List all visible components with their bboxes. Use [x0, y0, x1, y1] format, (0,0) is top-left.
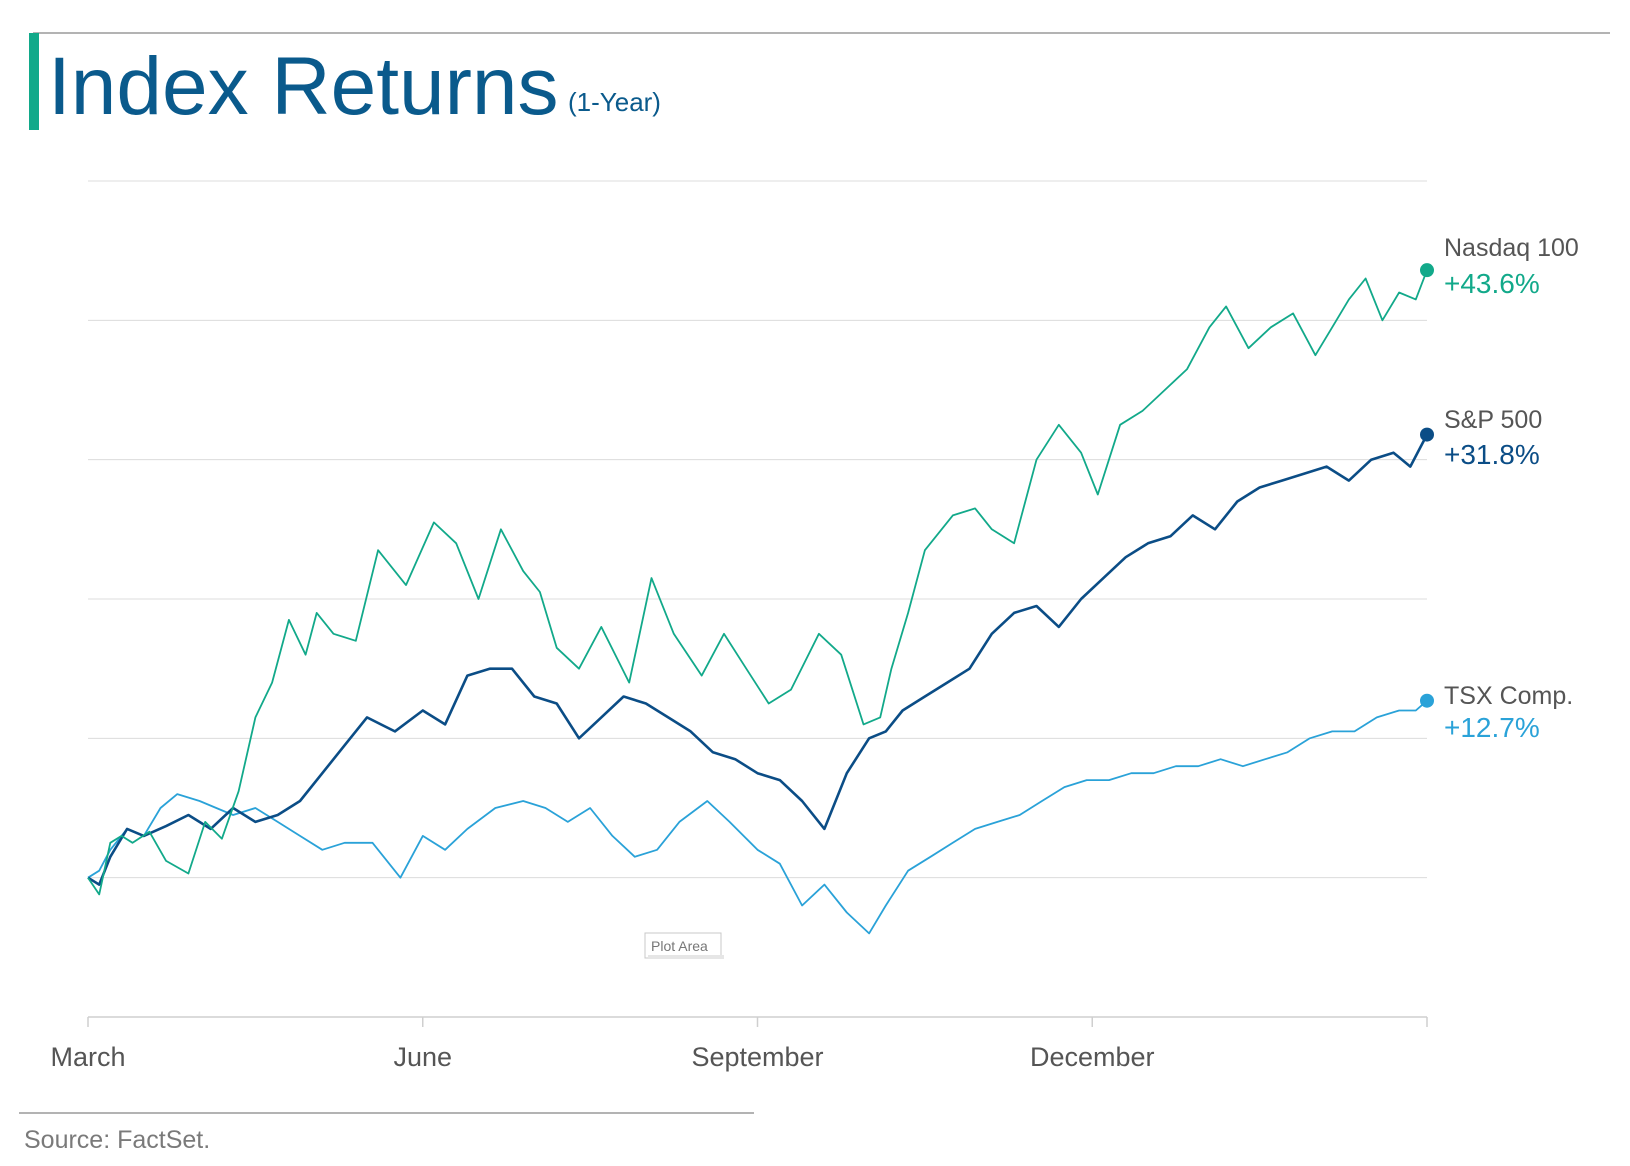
- series-name-label: TSX Comp.: [1444, 682, 1573, 710]
- series-return-label: +12.7%: [1444, 712, 1540, 743]
- title-accent-bar: [29, 33, 39, 130]
- gridlines: [88, 180, 1427, 879]
- x-tick-label: March: [50, 1042, 125, 1072]
- source-note: Source: FactSet.: [24, 1126, 210, 1154]
- x-axis: March June September December: [50, 1016, 1428, 1072]
- plot-area-tooltip-text: Plot Area: [651, 938, 708, 954]
- series-end-marker: [1420, 693, 1434, 708]
- chart-title: Index Returns: [48, 41, 559, 132]
- x-tick-label: September: [691, 1042, 823, 1072]
- series-name-label: S&P 500: [1444, 406, 1542, 434]
- series-end-marker: [1420, 427, 1434, 442]
- series-return-label: +43.6%: [1444, 268, 1540, 299]
- series-name-label: Nasdaq 100: [1444, 234, 1579, 262]
- series-line-nasdaq-100: [87, 269, 1428, 896]
- x-tick-label: December: [1030, 1042, 1155, 1072]
- series-end-marker: [1420, 263, 1434, 278]
- plot-area-tooltip: Plot Area: [644, 932, 724, 959]
- x-tick-label: June: [393, 1042, 452, 1072]
- series-lines: [87, 269, 1429, 935]
- series-line-s-p-500: [87, 433, 1429, 886]
- series-line-tsx-comp-: [87, 700, 1428, 935]
- series-labels: Nasdaq 100 +43.6% S&P 500 +31.8% TSX Comp.+1…: [1420, 234, 1579, 743]
- chart-subtitle: (1-Year): [568, 87, 661, 117]
- series-return-label: +31.8%: [1444, 439, 1540, 470]
